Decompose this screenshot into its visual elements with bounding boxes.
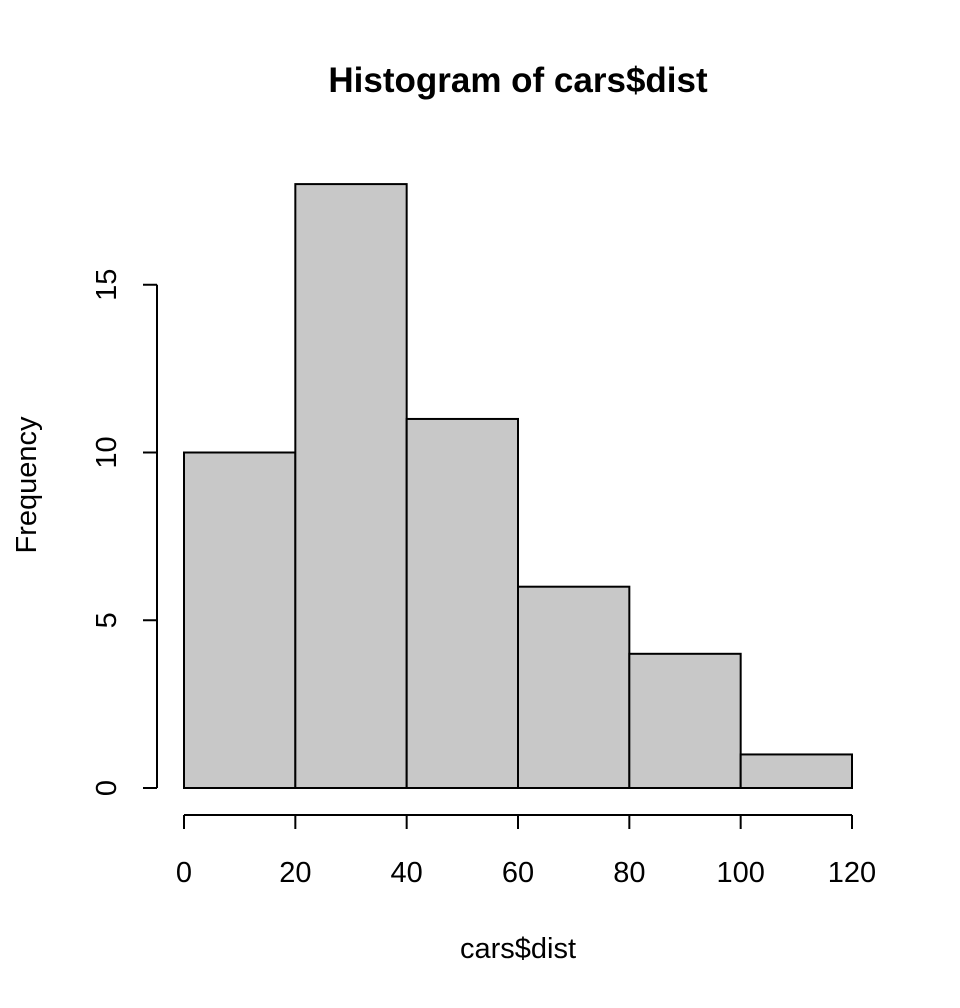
y-axis: 0 5 10 15 [91,269,158,796]
y-tick-label-1: 5 [91,612,123,628]
histogram-bar-0 [183,451,297,789]
histogram-bar-3 [517,585,631,790]
y-tick-label-3: 15 [91,269,123,301]
y-axis-label: Frequency [11,416,43,554]
x-tick-label-5: 100 [716,857,764,889]
histogram-bar-1 [294,183,408,790]
chart-title: Histogram of cars$dist [328,61,708,100]
x-tick-label-0: 0 [176,857,192,889]
x-tick-label-3: 60 [502,857,534,889]
x-axis: 0 20 40 60 80 100 120 [176,814,876,889]
histogram-bar-5 [739,753,854,790]
x-tick-label-4: 80 [613,857,645,889]
x-tick-label-2: 40 [391,857,423,889]
bars-group [183,183,854,790]
histogram-bar-2 [405,417,519,789]
x-tick-label-6: 120 [828,857,876,889]
x-axis-label: cars$dist [460,933,576,965]
x-tick-label-1: 20 [279,857,311,889]
y-tick-label-0: 0 [91,780,123,796]
histogram-bar-4 [628,652,742,789]
y-tick-label-2: 10 [91,436,123,468]
